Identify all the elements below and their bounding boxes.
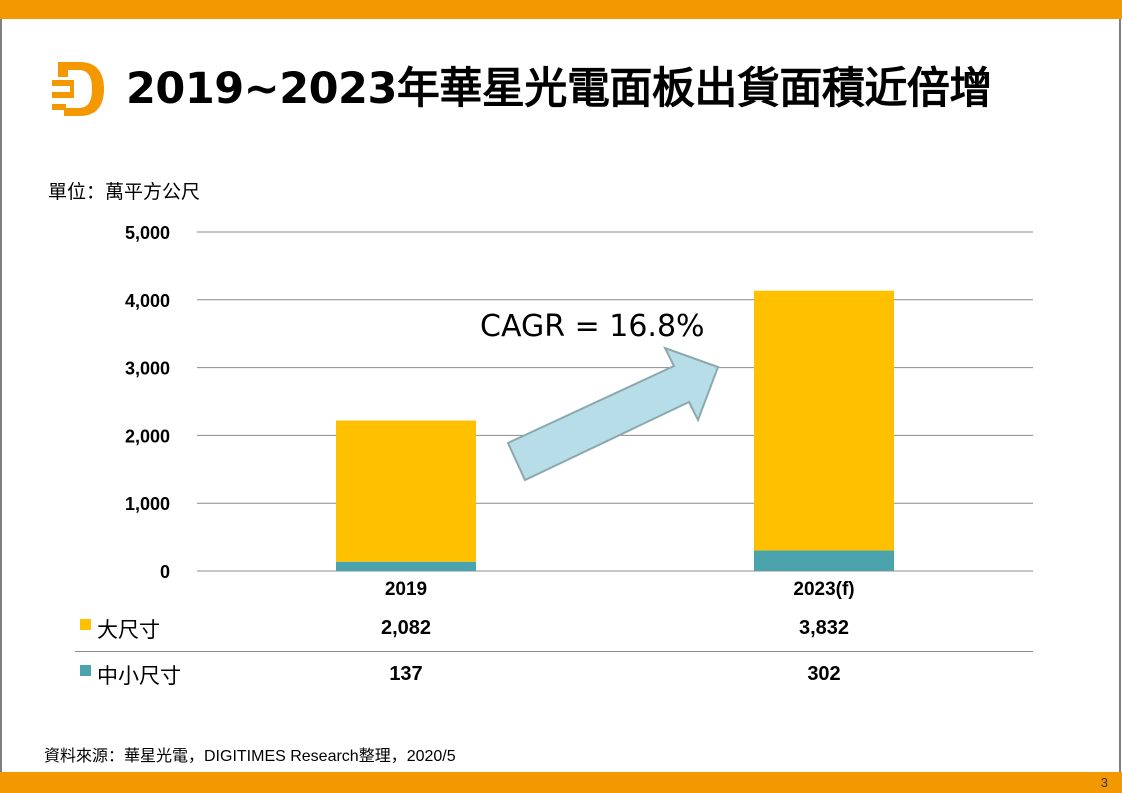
stacked-bar-chart: 0 1,000 2,000 3,000 4,000 5,000 2019 2023(f) C… [125, 223, 1033, 600]
page-number: 3 [1100, 775, 1108, 790]
slide-border-right [1119, 19, 1121, 772]
bottom-accent-bar [0, 772, 1122, 793]
y-tick-label: 1,000 [125, 494, 170, 514]
y-tick-label: 5,000 [125, 223, 170, 243]
x-tick-label: 2019 [385, 579, 427, 600]
slide-border-left [0, 19, 2, 772]
legend-small-medium-size: 中小尺寸 [80, 660, 181, 690]
unit-label: 單位：萬平方公尺 [48, 182, 201, 203]
digitimes-d-logo-icon [52, 62, 104, 116]
table-cell-large-2019: 2,082 [380, 617, 432, 639]
table-cell-small-2019: 137 [389, 663, 423, 685]
y-tick-label: 4,000 [125, 291, 170, 311]
legend-label-small-medium: 中小尺寸 [97, 665, 181, 688]
bar-segment [336, 561, 476, 571]
page-title: 2019~2023年華星光電面板出貨面積近倍增 [126, 64, 992, 114]
cagr-arrow-icon [506, 346, 720, 482]
legend-swatch-large [80, 618, 91, 630]
cagr-annotation: CAGR = 16.8% [480, 309, 705, 344]
x-tick-label: 2023(f) [793, 579, 854, 600]
legend-label-large: 大尺寸 [97, 619, 160, 642]
bar-segment [754, 290, 894, 551]
bar-segment [754, 550, 894, 571]
table-cell-large-2023: 3,832 [798, 617, 850, 639]
table-divider [75, 651, 1033, 652]
y-tick-label: 3,000 [125, 359, 170, 379]
table-cell-small-2023: 302 [807, 663, 841, 685]
source-note: 資料來源：華星光電，DIGITIMES Research整理，2020/5 [44, 748, 456, 765]
y-tick-label: 0 [160, 562, 170, 582]
legend-large-size: 大尺寸 [80, 614, 160, 644]
y-tick-label: 2,000 [125, 426, 170, 446]
top-accent-bar [0, 0, 1122, 19]
bar-segment [336, 420, 476, 562]
legend-swatch-small-medium [80, 664, 91, 676]
